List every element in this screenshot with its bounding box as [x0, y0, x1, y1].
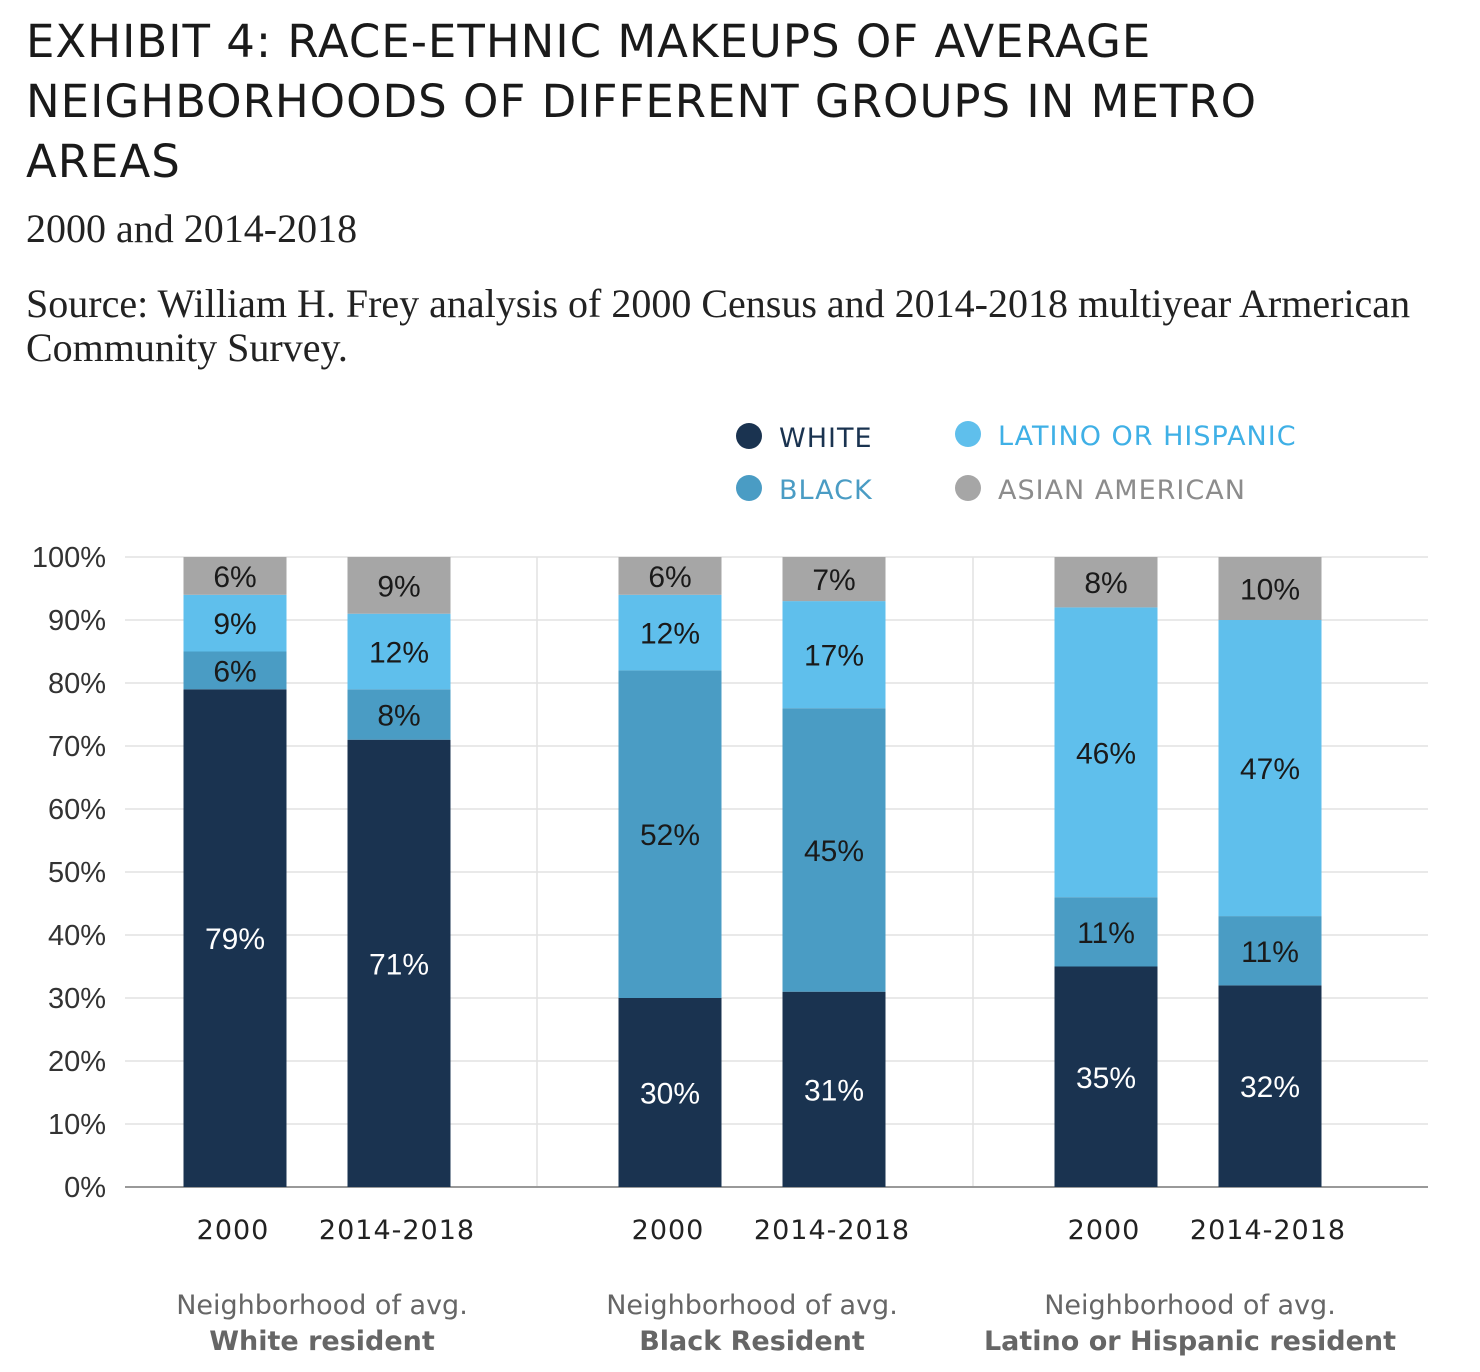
bar-segment-white — [1054, 966, 1158, 1187]
data-label-white: 35% — [1076, 1062, 1136, 1095]
legend-swatch-latino — [955, 421, 981, 447]
data-label-black: 45% — [804, 835, 864, 868]
bar-segment-latino — [183, 594, 287, 652]
x-tick-label: 2000 — [1068, 1215, 1141, 1246]
data-label-white: 79% — [205, 923, 265, 956]
data-label-asian: 7% — [812, 564, 855, 597]
data-label-latino: 47% — [1240, 753, 1300, 786]
group-label-line1: Neighborhood of avg. — [1044, 1290, 1336, 1321]
bar-segment-black — [183, 651, 287, 690]
legend-swatch-asian — [955, 475, 981, 501]
bar-segment-black — [347, 689, 451, 740]
data-label-white: 31% — [804, 1074, 864, 1107]
bar-segment-asian — [782, 557, 886, 602]
y-tick-label: 100% — [32, 542, 106, 574]
bar-segment-asian — [183, 557, 287, 595]
bar-segment-black — [618, 670, 722, 998]
data-label-asian: 6% — [213, 561, 256, 594]
x-tick-label: 2014-2018 — [754, 1215, 910, 1246]
y-tick-label: 30% — [48, 983, 106, 1015]
y-tick-label: 70% — [48, 731, 106, 763]
y-tick-label: 90% — [48, 605, 106, 637]
legend-label-black: BLACK — [779, 475, 873, 506]
data-label-latino: 17% — [804, 640, 864, 673]
data-label-latino: 12% — [640, 618, 700, 651]
bar-segment-latino — [1218, 620, 1322, 917]
data-label-black: 6% — [213, 655, 256, 688]
group-label-line2: White resident — [209, 1326, 435, 1357]
bar-segment-white — [782, 991, 886, 1187]
chart-subtitle: 2000 and 2014-2018 — [26, 206, 358, 251]
data-label-asian: 10% — [1240, 574, 1300, 607]
bar-segment-latino — [347, 613, 451, 690]
x-tick-label: 2014-2018 — [1190, 1215, 1346, 1246]
chart-source: Source: William H. Frey analysis of 2000… — [26, 281, 1411, 370]
data-label-white: 71% — [369, 948, 429, 981]
data-label-asian: 9% — [377, 570, 420, 603]
x-tick-label: 2000 — [197, 1215, 270, 1246]
data-label-black: 8% — [377, 700, 420, 733]
bar-segment-white — [1218, 985, 1322, 1187]
data-label-latino: 9% — [213, 608, 256, 641]
data-label-asian: 8% — [1084, 567, 1127, 600]
data-label-latino: 12% — [369, 637, 429, 670]
group-label-line2: Black Resident — [639, 1326, 865, 1357]
bar-segment-white — [347, 739, 451, 1187]
bar-segment-black — [782, 708, 886, 992]
bar-segment-latino — [1054, 607, 1158, 898]
bar-segment-white — [618, 998, 722, 1187]
group-label-line1: Neighborhood of avg. — [606, 1290, 898, 1321]
bar-segment-white — [183, 689, 287, 1187]
data-label-latino: 46% — [1076, 737, 1136, 770]
x-tick-label: 2014-2018 — [319, 1215, 475, 1246]
data-label-black: 11% — [1077, 917, 1135, 950]
y-tick-label: 0% — [64, 1172, 106, 1204]
data-label-white: 32% — [1240, 1071, 1300, 1104]
bar-segment-asian — [347, 557, 451, 614]
legend-swatch-white — [736, 423, 762, 449]
bar-segment-latino — [782, 601, 886, 709]
bar-segment-latino — [618, 594, 722, 671]
bar-segment-black — [1054, 897, 1158, 967]
data-label-asian: 6% — [648, 561, 691, 594]
data-label-black: 52% — [640, 819, 700, 852]
y-tick-label: 20% — [48, 1046, 106, 1078]
data-label-white: 30% — [640, 1078, 700, 1111]
bar-segment-black — [1218, 916, 1322, 986]
legend-label-latino: LATINO OR HISPANIC — [998, 421, 1297, 452]
chart-title: EXHIBIT 4: RACE-ETHNIC MAKEUPS OF AVERAG… — [26, 15, 1258, 188]
x-tick-label: 2000 — [632, 1215, 705, 1246]
y-tick-label: 60% — [48, 794, 106, 826]
legend-label-asian: ASIAN AMERICAN — [998, 475, 1246, 506]
bar-segment-asian — [618, 557, 722, 595]
group-label-line2: Latino or Hispanic resident — [984, 1326, 1396, 1357]
y-tick-label: 50% — [48, 857, 106, 889]
data-label-black: 11% — [1241, 936, 1299, 969]
group-label-line1: Neighborhood of avg. — [176, 1290, 468, 1321]
y-tick-label: 40% — [48, 920, 106, 952]
bar-segment-asian — [1054, 557, 1158, 608]
bar-segment-asian — [1218, 557, 1322, 620]
y-tick-label: 10% — [48, 1109, 106, 1141]
legend-swatch-black — [736, 475, 762, 501]
legend-label-white: WHITE — [779, 423, 873, 454]
y-tick-label: 80% — [48, 668, 106, 700]
